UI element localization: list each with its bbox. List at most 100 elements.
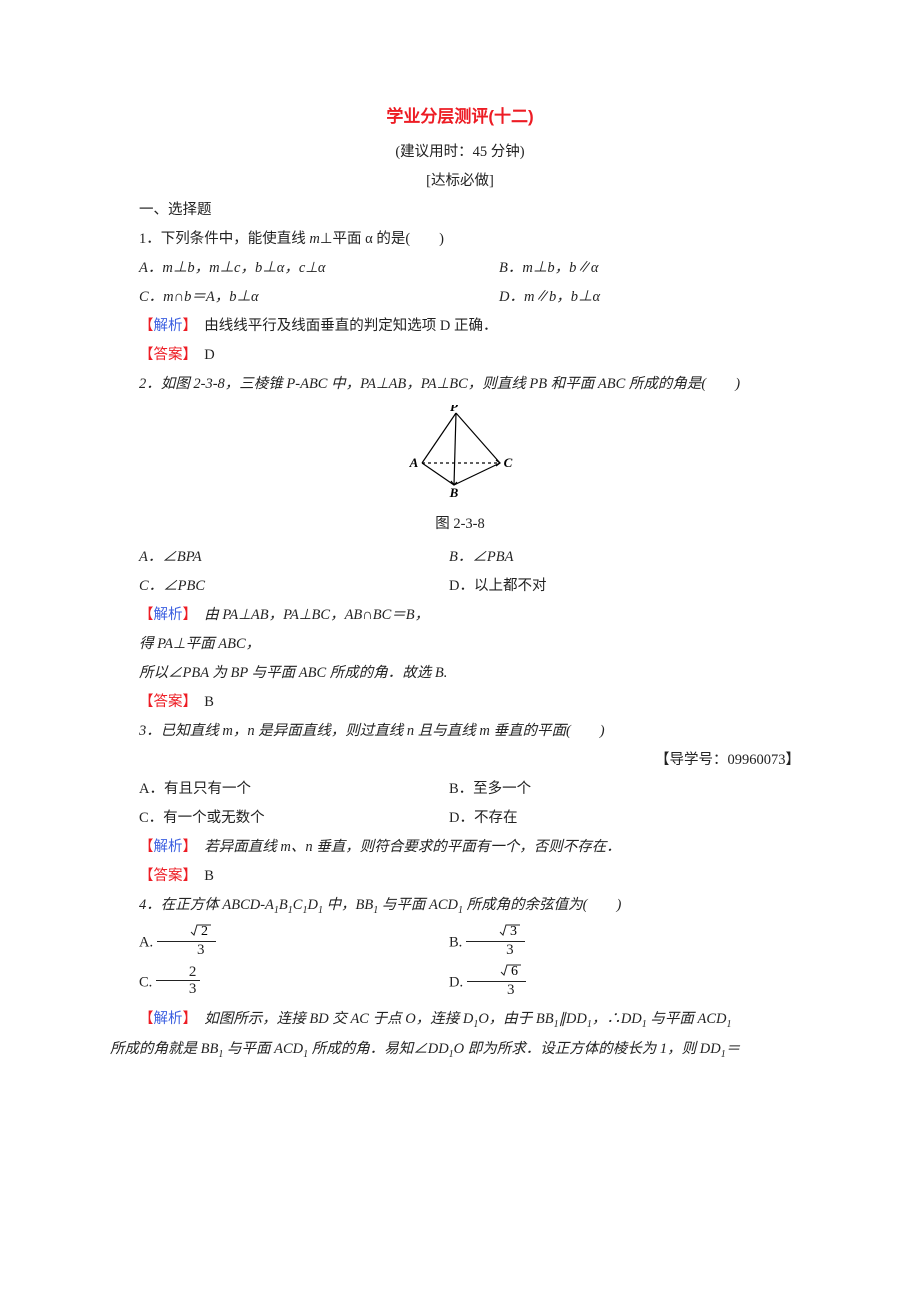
q1-stem-mid: ⊥平面 α 的是( ): [320, 231, 444, 247]
q1-optD: D．m∥b，b⊥α: [470, 283, 600, 312]
q1-answer-text: D: [190, 347, 215, 363]
q3-analysis: 【解析】 若异面直线 m、n 垂直，则符合要求的平面有一个，否则不存在．: [110, 833, 810, 862]
q1-stem-pre: 1．下列条件中，能使直线: [139, 231, 309, 247]
q2-optA: A．∠BPA: [110, 543, 420, 572]
q2-answer-text: B: [190, 694, 214, 710]
q4-optD-label: D.: [449, 974, 463, 990]
q4-analysis-l2: 所成的角就是 BB1 与平面 ACD1 所成的角．易知∠DD1O 即为所求．设正…: [110, 1035, 810, 1065]
q3-row-ab: A．有且只有一个 B．至多一个: [110, 775, 810, 804]
suggested-time: (建议用时：45 分钟): [110, 138, 810, 167]
analysis-word: 解析: [154, 839, 183, 855]
q4-b4: O 即为所求．设正方体的棱长为 1，则 DD: [454, 1041, 721, 1057]
q4-row-ab: A. 2 3 B. 3 3: [110, 925, 810, 961]
q4-b2: 与平面 ACD: [223, 1041, 303, 1057]
q2-stem-text: 2．如图 2-3-8，三棱锥 P-ABC 中，PA⊥AB，PA⊥BC，则直线 P…: [139, 376, 740, 392]
q1-row-ab: A．m⊥b，m⊥c，b⊥α，c⊥α B．m⊥b，b∥α: [110, 254, 810, 283]
q4-optA-label: A.: [139, 934, 153, 950]
q3-optB: B．至多一个: [420, 775, 531, 804]
section-tag: [达标必做]: [110, 167, 810, 196]
svg-text:3: 3: [510, 924, 517, 937]
q2-stem: 2．如图 2-3-8，三棱锥 P-ABC 中，PA⊥AB，PA⊥BC，则直线 P…: [110, 370, 810, 399]
q2-analysis-text: 由 PA⊥AB，PA⊥BC，AB∩BC＝B，: [190, 607, 429, 623]
analysis-close: 】: [183, 607, 190, 623]
q4-a3: ∥DD: [559, 1011, 587, 1027]
q4-optB-label: B.: [449, 934, 462, 950]
svg-text:P: P: [450, 405, 459, 414]
q3-row-cd: C．有一个或无数个 D．不存在: [110, 804, 810, 833]
fracA-den: 3: [157, 942, 216, 959]
analysis-close: 】: [183, 318, 190, 334]
analysis-open: 【: [139, 318, 154, 334]
q2-analysis-l3: 所以∠PBA 为 BP 与平面 ABC 所成的角．故选 B.: [110, 659, 810, 688]
q2-optB: B．∠PBA: [420, 543, 513, 572]
q4-optC-label: C.: [139, 974, 152, 990]
q4-s3: C: [293, 897, 303, 913]
q2-optD: D．以上都不对: [420, 572, 546, 601]
svg-text:6: 6: [511, 964, 518, 977]
q3-answer-text: B: [190, 868, 214, 884]
answer-label: 【答案】: [139, 347, 190, 363]
q3-optC: C．有一个或无数个: [110, 804, 420, 833]
q3-optD: D．不存在: [420, 804, 517, 833]
q3-analysis-text: 若异面直线 m、n 垂直，则符合要求的平面有一个，否则不存在．: [190, 839, 621, 855]
q3-stem: 3．已知直线 m，n 是异面直线，则过直线 n 且与直线 m 垂直的平面( ): [110, 717, 810, 746]
svg-text:C: C: [504, 455, 513, 470]
analysis-open: 【: [139, 839, 154, 855]
q4-analysis: 【解析】 如图所示，连接 BD 交 AC 于点 O，连接 D1O，由于 BB1∥…: [110, 1005, 810, 1035]
q1-analysis-text: 由线线平行及线面垂直的判定知选项 D 正确．: [190, 318, 498, 334]
fracB-den: 3: [466, 942, 525, 959]
fracD-den: 3: [467, 982, 526, 999]
q3-guide: 【导学号：09960073】: [110, 746, 810, 775]
q1-optB: B．m⊥b，b∥α: [470, 254, 598, 283]
q4-a5: 与平面 ACD: [647, 1011, 727, 1027]
q4-b5: ＝: [726, 1041, 741, 1057]
q4-row-cd: C. 23 D. 6 3: [110, 965, 810, 1001]
svg-text:2: 2: [201, 924, 208, 937]
tetrahedron-svg: P A C B: [404, 405, 516, 497]
q4-s1: 4．在正方体 ABCD-A: [139, 897, 274, 913]
q1-row-cd: C．m∩b＝A，b⊥α D．m∥b，b⊥α: [110, 283, 810, 312]
q1-analysis: 【解析】 由线线平行及线面垂直的判定知选项 D 正确．: [110, 312, 810, 341]
q4-s5: 中，BB: [323, 897, 373, 913]
q4-a1: 如图所示，连接 BD 交 AC 于点 O，连接 D: [190, 1011, 474, 1027]
analysis-open: 【: [139, 1011, 154, 1027]
q4-optC: C. 23: [110, 966, 420, 1000]
q4-optD: D. 6 3: [420, 965, 526, 1001]
q3-answer: 【答案】 B: [110, 862, 810, 891]
q4-s7: 所成角的余弦值为( ): [463, 897, 621, 913]
q4-s4: D: [307, 897, 317, 913]
section-heading: 一、选择题: [110, 196, 810, 225]
q4-b3: 所成的角．易知∠DD: [308, 1041, 449, 1057]
page-title: 学业分层测评(十二): [110, 100, 810, 134]
q2-row-cd: C．∠PBC D．以上都不对: [110, 572, 810, 601]
analysis-open: 【: [139, 607, 154, 623]
q1-answer: 【答案】 D: [110, 341, 810, 370]
analysis-close: 】: [183, 1011, 190, 1027]
q2-analysis-l2: 得 PA⊥平面 ABC，: [110, 630, 810, 659]
q2-optC: C．∠PBC: [110, 572, 420, 601]
q2-analysis: 【解析】 由 PA⊥AB，PA⊥BC，AB∩BC＝B，: [110, 601, 810, 630]
q4-stem: 4．在正方体 ABCD-A1B1C1D1 中，BB1 与平面 ACD1 所成角的…: [110, 891, 810, 921]
q1-optA: A．m⊥b，m⊥c，b⊥α，c⊥α: [110, 254, 470, 283]
answer-label: 【答案】: [139, 694, 190, 710]
q4-b1: 所成的角就是 BB: [110, 1041, 218, 1057]
analysis-word: 解析: [154, 318, 183, 334]
q4-s6: 与平面 ACD: [378, 897, 458, 913]
figure-2-3-8: P A C B: [110, 405, 810, 508]
svg-text:A: A: [409, 455, 419, 470]
q3-optA: A．有且只有一个: [110, 775, 420, 804]
q4-a4: ，∴DD: [592, 1011, 642, 1027]
q1-optC: C．m∩b＝A，b⊥α: [110, 283, 470, 312]
fracC-num: 2: [156, 964, 201, 982]
q4-a2: O，由于 BB: [478, 1011, 553, 1027]
svg-text:B: B: [449, 485, 459, 497]
q4-s2: B: [279, 897, 288, 913]
answer-label: 【答案】: [139, 868, 190, 884]
analysis-word: 解析: [154, 1011, 183, 1027]
q4-optA: A. 2 3: [110, 925, 420, 961]
figure-caption: 图 2-3-8: [110, 510, 810, 539]
q2-row-ab: A．∠BPA B．∠PBA: [110, 543, 810, 572]
q1-stem: 1．下列条件中，能使直线 m⊥平面 α 的是( ): [110, 225, 810, 254]
var-m: m: [309, 231, 319, 247]
q4-optB: B. 3 3: [420, 925, 525, 961]
